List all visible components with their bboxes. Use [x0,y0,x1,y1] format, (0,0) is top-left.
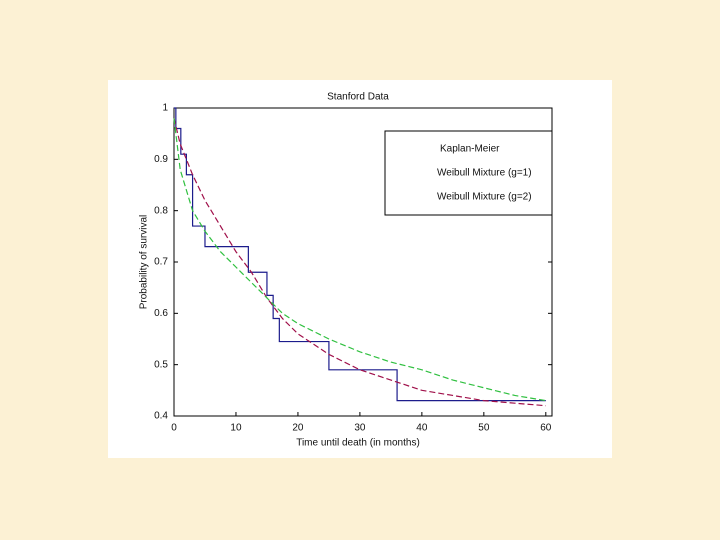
x-axis-label: Time until death (in months) [296,438,420,449]
legend-box [384,130,553,216]
y-tick-label: 0.5 [154,359,168,370]
y-tick-label: 1 [162,103,168,114]
y-axis-label: Probability of survival [139,215,150,309]
y-tick-label: 0.7 [154,257,168,268]
legend-label: Kaplan-Meier [440,144,500,155]
series-line [174,107,546,402]
y-tick-label: 0.9 [154,154,168,165]
x-tick-label: 10 [230,423,242,434]
x-tick-label: 50 [478,423,490,434]
legend-label: Weibull Mixture (g=2) [437,192,532,203]
x-tick-label: 30 [354,423,366,434]
series-line [173,118,546,407]
series-line [173,118,546,402]
x-tick-label: 0 [171,423,177,434]
x-tick-label: 20 [292,423,304,434]
legend-label: Weibull Mixture (g=1) [437,168,532,179]
y-tick-label: 0.6 [154,308,168,319]
y-tick-label: 0.8 [154,205,168,216]
x-tick-label: 40 [416,423,428,434]
x-tick-label: 60 [540,423,552,434]
y-tick-label: 0.4 [154,411,168,422]
chart-title: Stanford Data [327,92,389,103]
